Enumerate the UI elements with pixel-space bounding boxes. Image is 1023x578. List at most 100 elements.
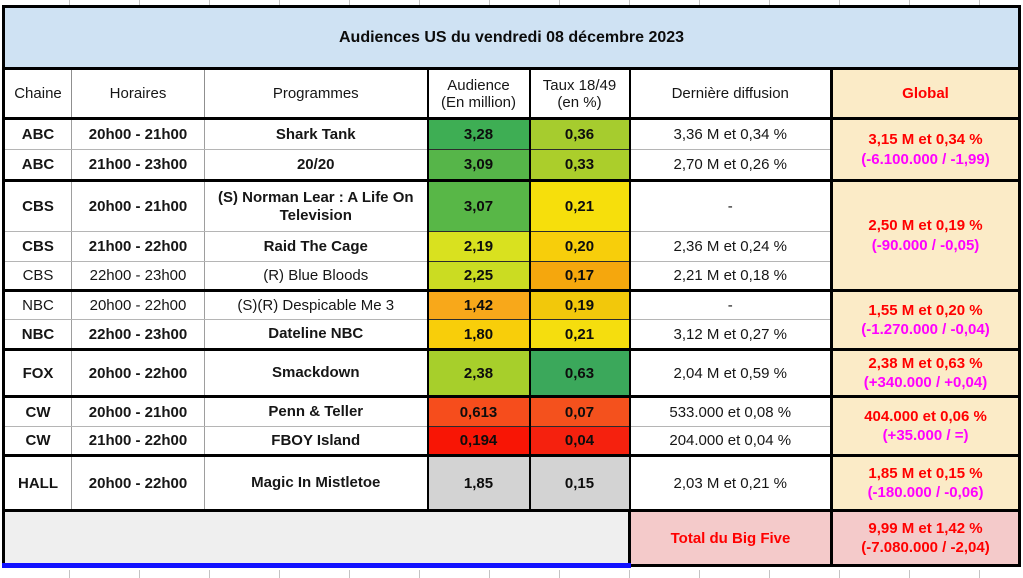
time-cell[interactable]: 20h00 - 22h00 <box>71 289 205 320</box>
table-row: FOX 20h00 - 22h00 Smackdown 2,38 0,63 2,… <box>2 348 1022 397</box>
global-cell[interactable]: 2,38 M et 0,63 % (+340.000 / +0,04) <box>829 348 1022 397</box>
global-cell[interactable]: 3,15 M et 0,34 % (-6.100.000 / -1,99) <box>829 118 1022 181</box>
audience-cell[interactable]: 2,19 <box>426 231 531 262</box>
time-cell[interactable]: 20h00 - 21h00 <box>71 118 205 150</box>
channel-cell[interactable]: HALL <box>2 454 72 511</box>
col-header-global[interactable]: Global <box>829 68 1022 120</box>
rate-cell[interactable]: 0,36 <box>528 118 631 150</box>
global-cell[interactable]: 404.000 et 0,06 % (+35.000 / =) <box>829 395 1022 456</box>
rate-cell[interactable]: 0,07 <box>528 395 631 427</box>
global-value: 3,15 M et 0,34 % <box>868 131 983 148</box>
channel-cell[interactable]: NBC <box>2 289 72 320</box>
total-label-cell[interactable]: Total du Big Five <box>628 509 833 567</box>
time-cell[interactable]: 21h00 - 22h00 <box>71 231 205 262</box>
audience-cell[interactable]: 2,25 <box>426 261 531 291</box>
last-diffusion-cell[interactable]: - <box>629 179 833 232</box>
audience-cell[interactable]: 0,194 <box>426 426 531 456</box>
last-diffusion-cell[interactable]: 2,70 M et 0,26 % <box>629 149 833 181</box>
audience-cell[interactable]: 1,80 <box>426 319 531 350</box>
col-header-programmes[interactable]: Programmes <box>204 68 428 120</box>
programme-cell[interactable]: (S) Norman Lear : A Life On Television <box>204 179 429 232</box>
global-cell[interactable]: 2,50 M et 0,19 % (-90.000 / -0,05) <box>829 179 1022 291</box>
last-diffusion-cell[interactable]: 2,03 M et 0,21 % <box>629 454 833 511</box>
programme-cell[interactable]: Shark Tank <box>204 118 429 150</box>
rate-cell[interactable]: 0,63 <box>528 348 631 397</box>
audience-cell[interactable]: 0,613 <box>426 395 531 427</box>
rate-cell[interactable]: 0,20 <box>528 231 631 262</box>
rate-cell[interactable]: 0,21 <box>528 319 631 350</box>
global-value: 1,55 M et 0,20 % <box>868 301 983 319</box>
time-cell[interactable]: 21h00 - 23h00 <box>71 149 205 181</box>
last-diffusion-cell[interactable]: 2,36 M et 0,24 % <box>629 231 833 262</box>
audience-cell[interactable]: 2,38 <box>426 348 531 397</box>
col-header-taux-line2: (en %) <box>557 93 602 111</box>
time-cell[interactable]: 22h00 - 23h00 <box>71 261 205 291</box>
time-cell[interactable]: 20h00 - 22h00 <box>71 348 205 397</box>
last-diffusion-cell[interactable]: 3,12 M et 0,27 % <box>629 319 833 350</box>
global-delta: (-90.000 / -0,05) <box>871 236 980 254</box>
last-diffusion-cell[interactable]: 204.000 et 0,04 % <box>629 426 833 456</box>
global-cell[interactable]: 1,85 M et 0,15 % (-180.000 / -0,06) <box>829 454 1022 511</box>
audience-table: Audiences US du vendredi 08 décembre 202… <box>1 5 1022 568</box>
channel-cell[interactable]: NBC <box>2 319 72 350</box>
rate-cell[interactable]: 0,21 <box>528 179 631 232</box>
channel-cell[interactable]: CBS <box>2 261 72 291</box>
time-cell[interactable]: 20h00 - 21h00 <box>71 179 205 232</box>
programme-cell[interactable]: (R) Blue Bloods <box>204 261 429 291</box>
last-diffusion-cell[interactable]: 2,21 M et 0,18 % <box>629 261 833 291</box>
global-value: 404.000 et 0,06 % <box>864 407 987 425</box>
audience-cell[interactable]: 3,07 <box>426 179 531 232</box>
audience-cell[interactable]: 3,09 <box>426 149 531 181</box>
programme-cell[interactable]: Magic In Mistletoe <box>204 454 429 511</box>
global-cell[interactable]: 1,55 M et 0,20 % (-1.270.000 / -0,04) <box>829 289 1022 350</box>
audience-cell[interactable]: 1,85 <box>426 454 531 511</box>
time-cell[interactable]: 21h00 - 22h00 <box>71 426 205 456</box>
table-row: ABC 20h00 - 21h00 Shark Tank 3,28 0,36 3… <box>2 118 1022 181</box>
page-title[interactable]: Audiences US du vendredi 08 décembre 202… <box>1 5 1022 70</box>
channel-cell[interactable]: ABC <box>2 118 72 150</box>
channel-cell[interactable]: CBS <box>2 179 72 232</box>
time-cell[interactable]: 20h00 - 21h00 <box>71 395 205 427</box>
channel-cell[interactable]: FOX <box>2 348 72 397</box>
rate-cell[interactable]: 0,19 <box>528 289 631 320</box>
time-cell[interactable]: 20h00 - 22h00 <box>71 454 205 511</box>
rate-cell[interactable]: 0,15 <box>528 454 631 511</box>
last-diffusion-cell[interactable]: 3,36 M et 0,34 % <box>629 118 833 150</box>
programme-cell[interactable]: Smackdown <box>204 348 429 397</box>
audience-cell[interactable]: 1,42 <box>426 289 531 320</box>
global-value: 2,50 M et 0,19 % <box>868 217 983 234</box>
last-diffusion-cell[interactable]: 533.000 et 0,08 % <box>629 395 833 427</box>
global-delta: (+35.000 / =) <box>882 427 969 444</box>
last-diffusion-cell[interactable]: - <box>629 289 833 320</box>
audience-cell[interactable]: 3,28 <box>426 118 531 150</box>
col-header-taux[interactable]: Taux 18/49 (en %) <box>528 68 631 120</box>
total-value: 9,99 M et 1,42 % <box>868 519 983 537</box>
programme-cell[interactable]: 20/20 <box>204 149 429 181</box>
gridline-ticks-bottom <box>0 570 1023 578</box>
title-row: Audiences US du vendredi 08 décembre 202… <box>1 5 1022 70</box>
col-header-audience-line1: Audience <box>447 76 510 94</box>
col-header-audience[interactable]: Audience (En million) <box>426 68 531 120</box>
last-diffusion-cell[interactable]: 2,04 M et 0,59 % <box>629 348 833 397</box>
channel-cell[interactable]: CBS <box>2 231 72 262</box>
col-header-chaine[interactable]: Chaine <box>2 68 72 120</box>
col-header-horaires[interactable]: Horaires <box>71 68 205 120</box>
rate-cell[interactable]: 0,04 <box>528 426 631 456</box>
global-delta: (-180.000 / -0,06) <box>867 484 984 501</box>
programme-cell[interactable]: FBOY Island <box>204 426 429 456</box>
channel-cell[interactable]: ABC <box>2 149 72 181</box>
programme-cell[interactable]: (S)(R) Despicable Me 3 <box>204 289 429 320</box>
global-delta: (-1.270.000 / -0,04) <box>861 321 990 338</box>
programme-cell[interactable]: Dateline NBC <box>204 319 429 350</box>
rate-cell[interactable]: 0,17 <box>528 261 631 291</box>
col-header-derniere-diffusion[interactable]: Dernière diffusion <box>629 68 832 120</box>
total-global-cell[interactable]: 9,99 M et 1,42 % (-7.080.000 / -2,04) <box>829 509 1022 567</box>
time-cell[interactable]: 22h00 - 23h00 <box>71 319 205 350</box>
channel-cell[interactable]: CW <box>2 426 72 456</box>
channel-cell[interactable]: CW <box>2 395 72 427</box>
programme-cell[interactable]: Raid The Cage <box>204 231 429 262</box>
programme-cell[interactable]: Penn & Teller <box>204 395 429 427</box>
table-row: ABC 21h00 - 23h00 20/20 3,09 0,33 2,70 M… <box>2 149 1020 181</box>
col-header-audience-line2: (En million) <box>440 93 516 111</box>
rate-cell[interactable]: 0,33 <box>528 149 631 181</box>
